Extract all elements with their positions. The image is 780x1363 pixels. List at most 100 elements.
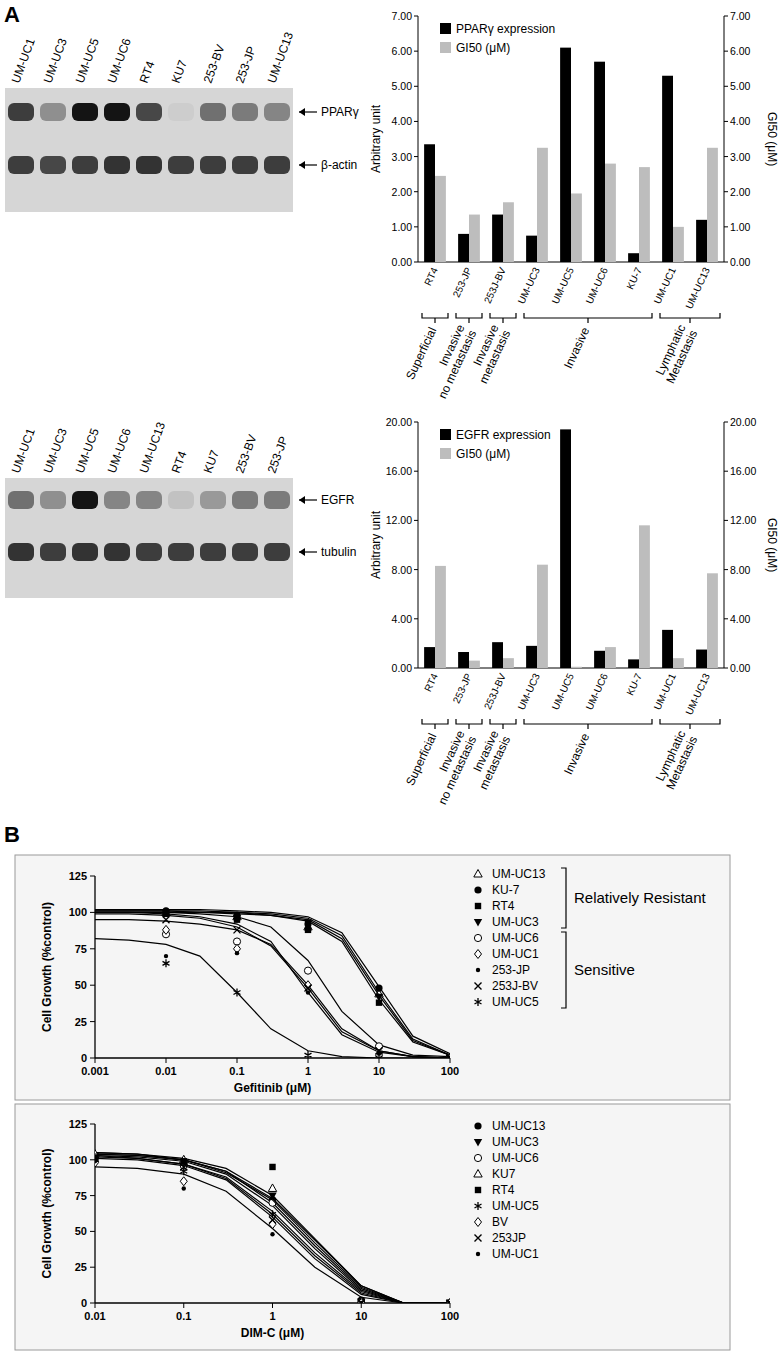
blot: UM-UC1UM-UC3UM-UC5UM-UC6RT4KU7253-BV253-… [5, 30, 359, 212]
y-tick-label: 6.00 [392, 45, 413, 57]
y-tick-label: 125 [69, 870, 87, 882]
y2-tick [724, 51, 728, 52]
lane-label: UM-UC13 [137, 420, 169, 475]
legend-label: UM-UC13 [492, 1119, 546, 1133]
legend-label: KU7 [492, 1167, 516, 1181]
y2-tick-label: 12.00 [730, 514, 756, 526]
lane-label: UM-UC5 [73, 36, 102, 85]
y2-axis-title: GI50 (μM) [765, 518, 779, 572]
lane-label: UM-UC1 [9, 426, 38, 475]
legend-label: EGFR expression [456, 428, 551, 442]
data-point [305, 1051, 312, 1058]
y-tick-label: 75 [75, 943, 87, 955]
lane-label: RT4 [169, 449, 190, 475]
blot-band [40, 491, 66, 509]
x-tick [308, 1058, 309, 1063]
category-label: 253J-BV [482, 671, 508, 711]
group-label-line: Metastasis [663, 328, 700, 386]
bar [458, 234, 469, 262]
y-tick-label: 0.00 [392, 256, 413, 268]
blot-band [104, 156, 130, 174]
group-bracket [660, 719, 720, 729]
y-tick-label: 0 [81, 1052, 87, 1064]
x-tick [166, 1058, 167, 1063]
blot-band [168, 103, 194, 121]
group-label: Invasivemetastasis [465, 728, 514, 792]
x-tick [379, 1058, 380, 1063]
bar [571, 667, 582, 668]
data-point [269, 1216, 276, 1223]
fit-curve [95, 911, 450, 1055]
lane-label: KU7 [169, 58, 190, 85]
x-tick [95, 1058, 96, 1063]
bar [469, 661, 480, 668]
fit-curve [95, 920, 450, 1058]
bar [594, 62, 605, 262]
legend-label: UM-UC13 [492, 867, 546, 881]
y2-tick-label: 20.00 [730, 416, 756, 428]
x-tick-label: 0.01 [84, 1310, 105, 1322]
y2-tick-label: 16.00 [730, 465, 756, 477]
group-label: Relatively Resistant [574, 889, 707, 906]
category-label: UM-UC3 [516, 265, 543, 305]
group-label: Sensitive [574, 961, 635, 978]
group-label-line: metastasis [476, 328, 513, 386]
data-point [304, 920, 311, 927]
panel-label: A [4, 2, 20, 27]
lane-label: 253-BV [201, 43, 228, 85]
y-tick [414, 156, 418, 157]
data-point [447, 1299, 451, 1304]
data-point [376, 1047, 383, 1054]
legend-marker [475, 1235, 482, 1242]
group-bracket [524, 719, 652, 729]
blot-band [40, 543, 66, 561]
y-tick [414, 121, 418, 122]
x-tick-label: 100 [441, 1065, 459, 1077]
data-point [95, 1159, 97, 1163]
blot-band [232, 543, 258, 561]
bar [662, 76, 673, 262]
y2-tick [724, 191, 728, 192]
y2-tick [724, 422, 728, 423]
group-label: Invasive [561, 325, 592, 371]
lane-label: UM-UC3 [41, 426, 70, 475]
y-tick [414, 262, 418, 263]
data-point [305, 985, 312, 992]
category-label: UM-UC6 [584, 265, 611, 305]
fit-curve [95, 1156, 450, 1304]
category-label: UM-UC1 [652, 265, 679, 305]
x-axis-title: DIM-C (μM) [241, 1326, 304, 1340]
blot-band [200, 103, 226, 121]
legend-label: 253J-BV [492, 979, 538, 993]
bar [628, 253, 639, 262]
data-point [358, 1299, 365, 1304]
bars [424, 48, 718, 262]
lane-label: 253-BV [233, 433, 260, 475]
legend-marker [476, 1252, 480, 1256]
bar [458, 652, 469, 668]
band-label: tubulin [321, 545, 356, 559]
lane-label: RT4 [137, 59, 158, 85]
blot-band [200, 156, 226, 174]
fit-curve [95, 1153, 450, 1303]
legend-marker [474, 1170, 482, 1178]
data-point [304, 920, 312, 928]
bar [571, 193, 582, 262]
legend-marker [474, 886, 481, 893]
y2-tick [724, 618, 728, 619]
line-chart: 02550751001250.010.1110100DIM-C (μM)Cell… [15, 1104, 730, 1350]
y-tick [414, 618, 418, 619]
group-label: LymphaticMetastasis [652, 322, 701, 385]
y2-tick-label: 6.00 [730, 45, 751, 57]
category-label: 253-JP [451, 671, 474, 705]
legend-swatch [440, 23, 451, 34]
panel-frame [15, 855, 730, 1100]
category-label: UM-UC13 [683, 671, 712, 716]
blot-band [8, 156, 34, 174]
bar [673, 227, 684, 262]
legend-label: GI50 (μM) [456, 447, 510, 461]
bar [673, 658, 684, 668]
band-arrow-head [299, 108, 305, 116]
x-tick-label: 100 [441, 1310, 459, 1322]
bar [707, 148, 718, 262]
